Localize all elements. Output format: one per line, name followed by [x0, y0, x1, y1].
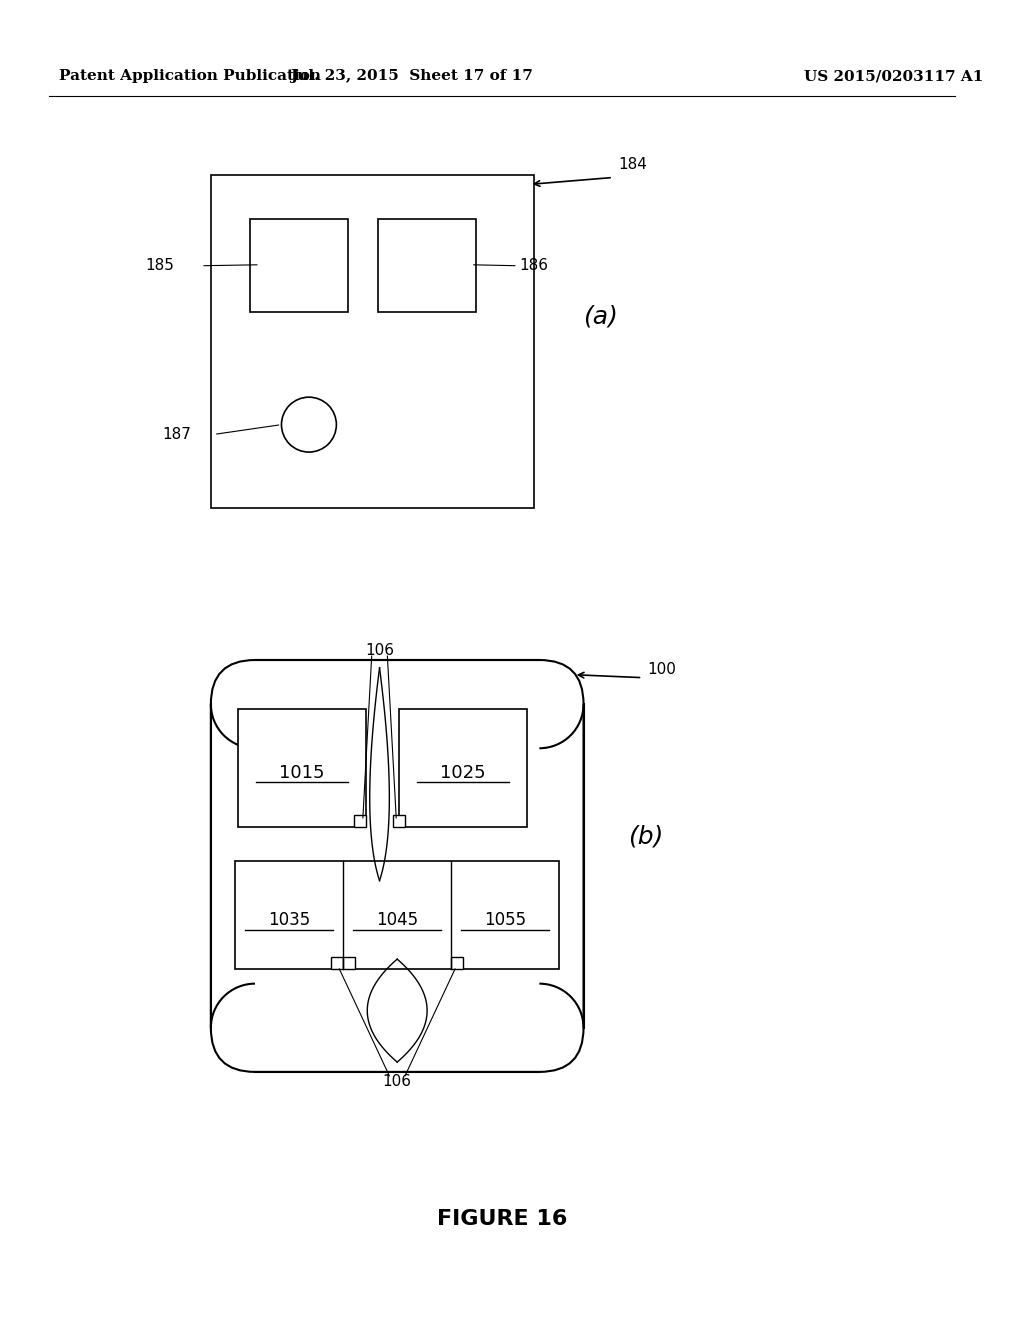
Text: 106: 106 — [365, 643, 394, 657]
Text: 187: 187 — [162, 426, 190, 442]
Text: 1045: 1045 — [376, 911, 418, 929]
Text: 1015: 1015 — [280, 764, 325, 781]
Bar — [378, 219, 476, 312]
Text: Jul. 23, 2015  Sheet 17 of 17: Jul. 23, 2015 Sheet 17 of 17 — [291, 70, 534, 83]
Text: 185: 185 — [145, 259, 174, 273]
Bar — [452, 957, 463, 969]
Text: 1055: 1055 — [484, 911, 526, 929]
Text: (b): (b) — [628, 825, 664, 849]
Bar — [250, 219, 348, 312]
Bar — [354, 814, 366, 826]
Bar — [239, 709, 366, 826]
Text: FIGURE 16: FIGURE 16 — [437, 1209, 567, 1229]
Bar — [211, 174, 535, 508]
FancyBboxPatch shape — [211, 660, 584, 1072]
Bar — [399, 709, 526, 826]
Text: US 2015/0203117 A1: US 2015/0203117 A1 — [804, 70, 984, 83]
Text: (a): (a) — [584, 305, 618, 329]
Bar — [332, 957, 343, 969]
Text: 184: 184 — [617, 157, 647, 172]
Text: 100: 100 — [647, 663, 676, 677]
Text: 1025: 1025 — [440, 764, 485, 781]
Text: 1035: 1035 — [268, 911, 310, 929]
FancyBboxPatch shape — [211, 660, 584, 1072]
Bar — [343, 957, 355, 969]
Text: 106: 106 — [383, 1074, 412, 1089]
Text: Patent Application Publication: Patent Application Publication — [58, 70, 321, 83]
Text: 186: 186 — [520, 259, 549, 273]
Bar — [236, 861, 559, 969]
Bar — [393, 814, 406, 826]
